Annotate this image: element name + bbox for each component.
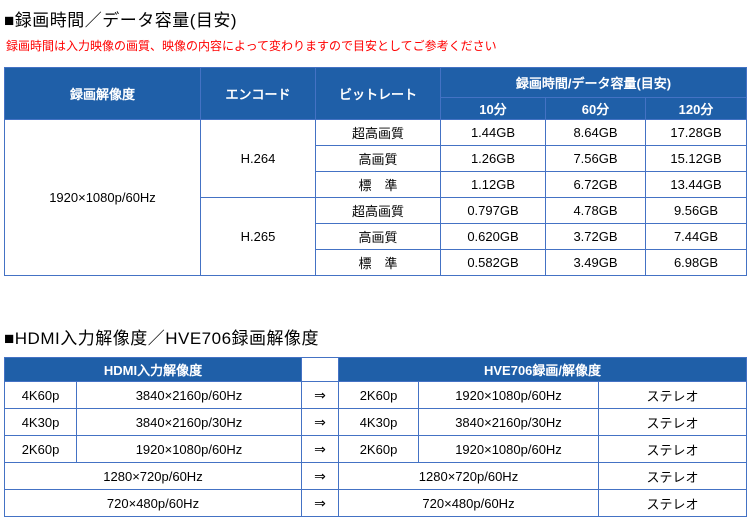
- output-header: HVE706録画/解像度: [337, 357, 748, 382]
- col-header-encode: エンコード: [200, 67, 316, 120]
- codec-h264-cell: H.264: [200, 119, 316, 198]
- quality-cell: 高画質: [315, 223, 441, 250]
- value-cell: 0.620GB: [440, 223, 546, 250]
- table-row: 4K30p 3840×2160p/30Hz ⇒ 4K30p 3840×2160p…: [4, 408, 748, 436]
- value-cell: 6.98GB: [644, 249, 748, 276]
- col-header-capacity: 録画時間/データ容量(目安): [439, 67, 748, 98]
- recording-capacity-table: 録画解像度 エンコード ビットレート 録画時間/データ容量(目安) 10分 60…: [4, 67, 748, 276]
- hdmi-resolution-table: HDMI入力解像度 HVE706録画/解像度 4K60p 3840×2160p/…: [4, 357, 748, 517]
- input-label-cell: 2K60p: [4, 435, 77, 463]
- quality-cell: 標 準: [315, 171, 441, 198]
- value-cell: 8.64GB: [545, 119, 646, 146]
- value-cell: 13.44GB: [644, 171, 748, 198]
- input-res-cell: 1280×720p/60Hz: [4, 462, 302, 490]
- quality-cell: 超高画質: [315, 197, 441, 224]
- output-res-cell: 3840×2160p/30Hz: [418, 408, 599, 436]
- input-header: HDMI入力解像度: [4, 357, 302, 382]
- value-cell: 7.44GB: [644, 223, 748, 250]
- value-cell: 7.56GB: [545, 145, 646, 172]
- arrow-icon: ⇒: [301, 381, 339, 409]
- table-row: 標 準 1.12GB 6.72GB 13.44GB: [5, 171, 748, 198]
- table-row: 2K60p 1920×1080p/60Hz ⇒ 2K60p 1920×1080p…: [4, 435, 748, 463]
- table-row: H.265 超高画質 0.797GB 4.78GB 9.56GB: [5, 197, 748, 276]
- value-cell: 1.26GB: [440, 145, 546, 172]
- output-label-cell: 2K60p: [338, 381, 419, 409]
- value-cell: 0.582GB: [440, 249, 546, 276]
- resolution-value-cell: 1920×1080p/60Hz: [4, 119, 201, 276]
- section2-title: ■HDMI入力解像度／HVE706録画解像度: [4, 329, 320, 348]
- section1-note: 録画時間は入力映像の画質、映像の内容によって変わりますので目安としてご参考くださ…: [6, 39, 497, 53]
- input-res-cell: 3840×2160p/60Hz: [76, 381, 302, 409]
- table-row: 標 準 0.582GB 3.49GB 6.98GB: [5, 249, 748, 276]
- col-header-bitrate: ビットレート: [315, 67, 441, 120]
- value-cell: 3.49GB: [545, 249, 646, 276]
- arrow-column-header: [301, 357, 339, 382]
- value-cell: 1.12GB: [440, 171, 546, 198]
- col-header-10min: 10分: [440, 97, 546, 120]
- table-row: 高画質 0.620GB 3.72GB 7.44GB: [5, 223, 748, 250]
- value-cell: 6.72GB: [545, 171, 646, 198]
- value-cell: 1.44GB: [440, 119, 546, 146]
- col-header-60min: 60分: [545, 97, 646, 120]
- input-res-cell: 3840×2160p/30Hz: [76, 408, 302, 436]
- section-recording-capacity: ■録画時間／データ容量(目安) 録画時間は入力映像の画質、映像の内容によって変わ…: [4, 6, 748, 276]
- output-res-cell: 1920×1080p/60Hz: [418, 381, 599, 409]
- output-label-cell: 4K30p: [338, 408, 419, 436]
- table-row: 高画質 1.26GB 7.56GB 15.12GB: [5, 145, 748, 172]
- col-header-resolution: 録画解像度: [4, 67, 201, 120]
- table-row: 1920×1080p/60Hz H.264 超高画質 1.44GB 8.64GB…: [4, 119, 748, 276]
- section1-title: ■録画時間／データ容量(目安): [4, 11, 238, 30]
- value-cell: 4.78GB: [545, 197, 646, 224]
- audio-cell: ステレオ: [597, 381, 748, 409]
- value-cell: 17.28GB: [644, 119, 748, 146]
- audio-cell: ステレオ: [597, 435, 748, 463]
- col-header-120min: 120分: [644, 97, 748, 120]
- output-label-cell: 2K60p: [338, 435, 419, 463]
- input-res-cell: 1920×1080p/60Hz: [76, 435, 302, 463]
- arrow-icon: ⇒: [301, 408, 339, 436]
- table-row: 1280×720p/60Hz ⇒ 1280×720p/60Hz ステレオ: [4, 462, 748, 490]
- arrow-icon: ⇒: [301, 462, 339, 490]
- output-res-cell: 1920×1080p/60Hz: [418, 435, 599, 463]
- quality-cell: 標 準: [315, 249, 441, 276]
- value-cell: 15.12GB: [644, 145, 748, 172]
- audio-cell: ステレオ: [597, 408, 748, 436]
- section-hdmi-resolution: ■HDMI入力解像度／HVE706録画解像度 HDMI入力解像度 HVE706録…: [4, 324, 748, 517]
- quality-cell: 高画質: [315, 145, 441, 172]
- input-label-cell: 4K60p: [4, 381, 77, 409]
- value-cell: 3.72GB: [545, 223, 646, 250]
- value-cell: 0.797GB: [440, 197, 546, 224]
- audio-cell: ステレオ: [597, 462, 748, 490]
- input-label-cell: 4K30p: [4, 408, 77, 436]
- output-res-cell: 1280×720p/60Hz: [338, 462, 599, 490]
- table-row: 4K60p 3840×2160p/60Hz ⇒ 2K60p 1920×1080p…: [4, 381, 748, 409]
- arrow-icon: ⇒: [301, 435, 339, 463]
- codec-h265-cell: H.265: [200, 197, 316, 276]
- quality-cell: 超高画質: [315, 119, 441, 146]
- value-cell: 9.56GB: [644, 197, 748, 224]
